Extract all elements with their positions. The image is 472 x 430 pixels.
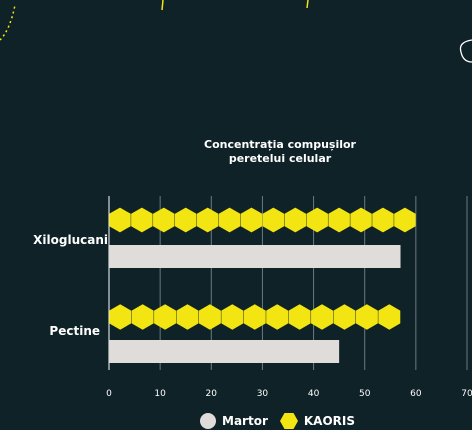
bar-kaoris-hexagon	[174, 207, 197, 233]
x-tick-label: 0	[106, 389, 112, 399]
legend-swatch-martor	[200, 413, 216, 429]
bar-kaoris-hexagon	[266, 304, 289, 330]
chart-title-line-1: Concentrația compușilor	[204, 138, 356, 151]
bar-kaoris-hexagon	[196, 207, 219, 233]
bar-kaoris-hexagon	[372, 207, 394, 233]
chart-legend: Martor KAORIS	[200, 413, 355, 429]
x-tick-label: 40	[308, 389, 320, 399]
bar-kaoris-hexagon	[306, 207, 328, 233]
bar-martor	[109, 245, 401, 268]
bar-kaoris-hexagon	[288, 304, 311, 330]
x-tick-label: 60	[410, 389, 422, 399]
legend-item-kaoris: KAORIS	[279, 413, 355, 429]
bar-kaoris-hexagon	[355, 304, 378, 330]
bar-kaoris-hexagon	[221, 304, 244, 330]
bar-kaoris-hexagon	[176, 304, 199, 330]
x-tick-label: 50	[359, 389, 371, 399]
legend-item-martor: Martor	[200, 413, 268, 429]
legend-label-kaoris: KAORIS	[303, 414, 355, 428]
category-label-xiloglucani: Xiloglucani	[33, 233, 108, 247]
category-label-pectine: Pectine	[49, 324, 100, 338]
bar-kaoris-hexagon	[131, 304, 154, 330]
bar-kaoris-hexagon	[311, 304, 334, 330]
bar-kaoris-hexagon	[284, 207, 307, 233]
chart-title: Concentrația compușilor peretelui celula…	[180, 138, 380, 166]
bar-martor	[109, 340, 340, 363]
x-tick-label: 10	[154, 389, 166, 399]
bar-kaoris-hexagon	[378, 304, 401, 330]
bar-kaoris-hexagon	[328, 207, 350, 233]
legend-label-martor: Martor	[222, 414, 268, 428]
bar-kaoris-hexagon	[109, 304, 132, 330]
bar-kaoris-hexagon	[154, 304, 177, 330]
bar-kaoris-hexagon	[109, 207, 131, 233]
bar-kaoris-hexagon	[218, 207, 241, 233]
bar-kaoris-hexagon	[394, 207, 416, 233]
bar-kaoris-hexagon	[240, 207, 263, 233]
bar-kaoris-hexagon	[350, 207, 372, 233]
legend-swatch-kaoris	[279, 413, 298, 429]
chart-title-line-2: peretelui celular	[228, 152, 332, 165]
bar-kaoris-hexagon	[262, 207, 285, 233]
x-tick-label: 30	[257, 389, 269, 399]
bar-kaoris-hexagon	[243, 304, 266, 330]
bar-kaoris-hexagon	[198, 304, 221, 330]
bar-kaoris-hexagon	[153, 207, 175, 233]
bar-kaoris-hexagon	[333, 304, 356, 330]
bar-kaoris-hexagon	[131, 207, 153, 233]
x-tick-label: 70	[461, 389, 472, 399]
x-tick-label: 20	[206, 389, 218, 399]
